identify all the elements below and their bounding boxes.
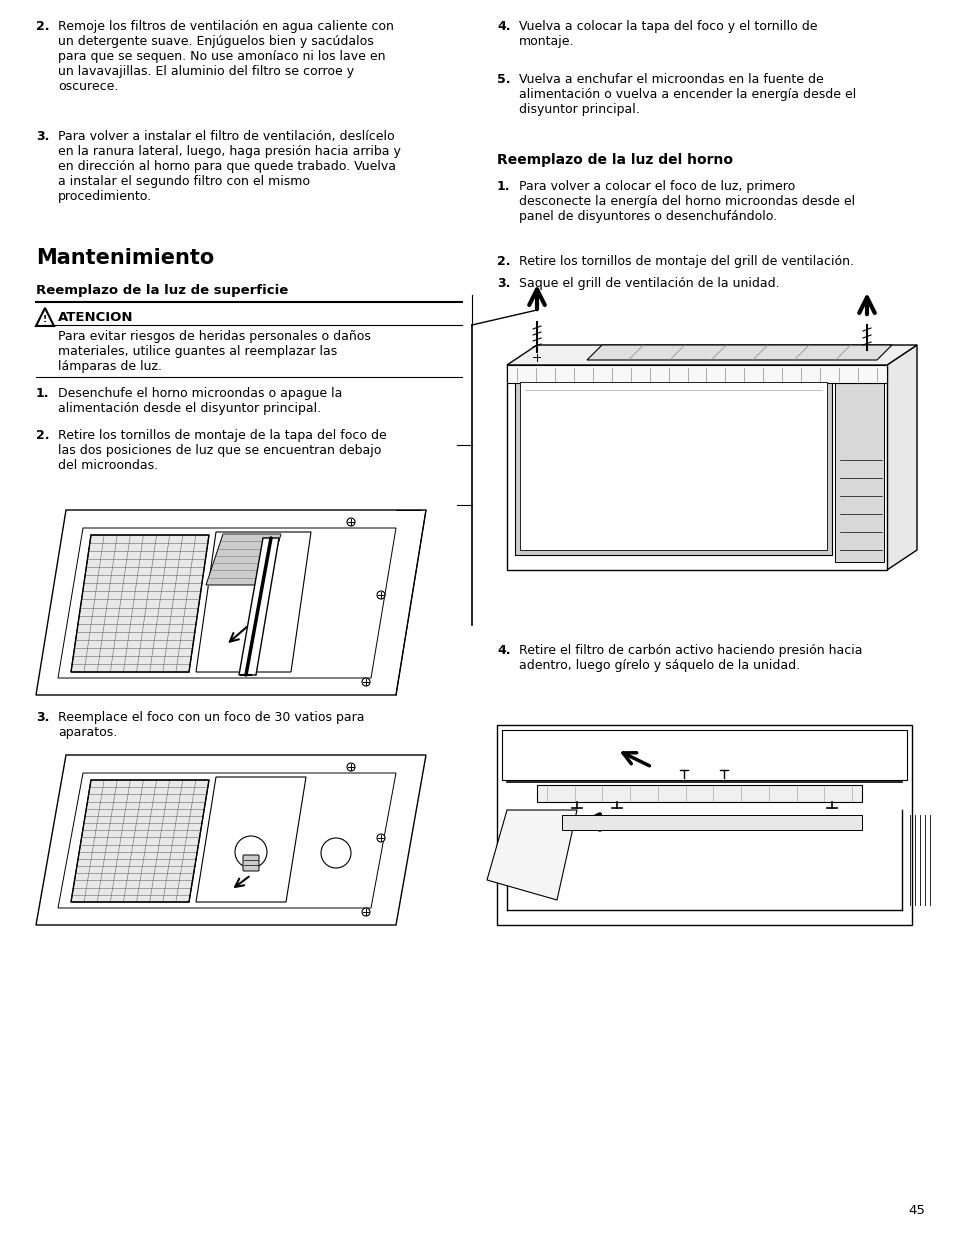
Text: Para volver a colocar el foco de luz, primero
desconecte la energía del horno mi: Para volver a colocar el foco de luz, pr… xyxy=(518,180,854,224)
Text: Vuelva a enchufar el microondas en la fuente de
alimentación o vuelva a encender: Vuelva a enchufar el microondas en la fu… xyxy=(518,73,856,116)
FancyBboxPatch shape xyxy=(506,366,886,383)
Text: 4.: 4. xyxy=(497,643,510,657)
FancyBboxPatch shape xyxy=(243,855,258,871)
Text: Para volver a instalar el filtro de ventilación, deslícelo
en la ranura lateral,: Para volver a instalar el filtro de vent… xyxy=(58,130,400,203)
FancyBboxPatch shape xyxy=(519,382,826,550)
Polygon shape xyxy=(886,345,916,571)
Polygon shape xyxy=(71,781,209,902)
Text: Reemplazo de la luz del horno: Reemplazo de la luz del horno xyxy=(497,153,732,167)
FancyBboxPatch shape xyxy=(537,785,862,802)
Text: 45: 45 xyxy=(907,1204,924,1216)
Text: Para evitar riesgos de heridas personales o daños
materiales, utilice guantes al: Para evitar riesgos de heridas personale… xyxy=(58,330,371,373)
Text: 1.: 1. xyxy=(497,180,510,193)
Circle shape xyxy=(361,908,370,916)
Text: Retire el filtro de carbón activo haciendo presión hacia
adentro, luego gírelo y: Retire el filtro de carbón activo hacien… xyxy=(518,643,862,672)
Text: Saque el grill de ventilación de la unidad.: Saque el grill de ventilación de la unid… xyxy=(518,277,779,290)
FancyBboxPatch shape xyxy=(497,725,911,925)
Text: Reemplazo de la luz de superficie: Reemplazo de la luz de superficie xyxy=(36,284,288,296)
Text: 2.: 2. xyxy=(36,429,50,442)
Polygon shape xyxy=(239,538,278,676)
Text: 3.: 3. xyxy=(36,711,50,724)
Text: 3.: 3. xyxy=(36,130,50,143)
Text: 1.: 1. xyxy=(36,387,50,400)
Text: Vuelva a colocar la tapa del foco y el tornillo de
montaje.: Vuelva a colocar la tapa del foco y el t… xyxy=(518,20,817,48)
FancyBboxPatch shape xyxy=(506,366,886,571)
Polygon shape xyxy=(71,535,209,672)
Text: Reemplace el foco con un foco de 30 vatios para
aparatos.: Reemplace el foco con un foco de 30 vati… xyxy=(58,711,364,739)
Text: 4.: 4. xyxy=(497,20,510,33)
Text: 3.: 3. xyxy=(497,277,510,290)
Circle shape xyxy=(376,592,385,599)
Text: !: ! xyxy=(43,315,47,325)
Circle shape xyxy=(347,763,355,771)
Circle shape xyxy=(532,352,541,362)
Polygon shape xyxy=(195,777,306,902)
Text: 5.: 5. xyxy=(497,73,510,86)
Polygon shape xyxy=(206,534,281,585)
Circle shape xyxy=(361,678,370,685)
Text: Retire los tornillos de montaje de la tapa del foco de
las dos posiciones de luz: Retire los tornillos de montaje de la ta… xyxy=(58,429,386,472)
Polygon shape xyxy=(36,510,426,695)
Circle shape xyxy=(347,517,355,526)
FancyBboxPatch shape xyxy=(561,815,862,830)
Circle shape xyxy=(234,836,267,868)
Polygon shape xyxy=(586,345,891,359)
Text: Retire los tornillos de montaje del grill de ventilación.: Retire los tornillos de montaje del gril… xyxy=(518,254,853,268)
Polygon shape xyxy=(486,810,577,900)
Polygon shape xyxy=(36,755,426,925)
Text: Mantenimiento: Mantenimiento xyxy=(36,248,214,268)
Text: Desenchufe el horno microondas o apague la
alimentación desde el disyuntor princ: Desenchufe el horno microondas o apague … xyxy=(58,387,342,415)
Circle shape xyxy=(376,834,385,842)
Text: 2.: 2. xyxy=(36,20,50,33)
Text: 2.: 2. xyxy=(497,254,510,268)
Text: ATENCION: ATENCION xyxy=(58,311,133,324)
Polygon shape xyxy=(506,345,916,366)
FancyBboxPatch shape xyxy=(834,377,883,562)
Polygon shape xyxy=(195,532,311,672)
Circle shape xyxy=(862,350,871,359)
FancyBboxPatch shape xyxy=(515,377,831,555)
FancyBboxPatch shape xyxy=(501,730,906,781)
Text: Remoje los filtros de ventilación en agua caliente con
un detergente suave. Enjú: Remoje los filtros de ventilación en agu… xyxy=(58,20,394,93)
